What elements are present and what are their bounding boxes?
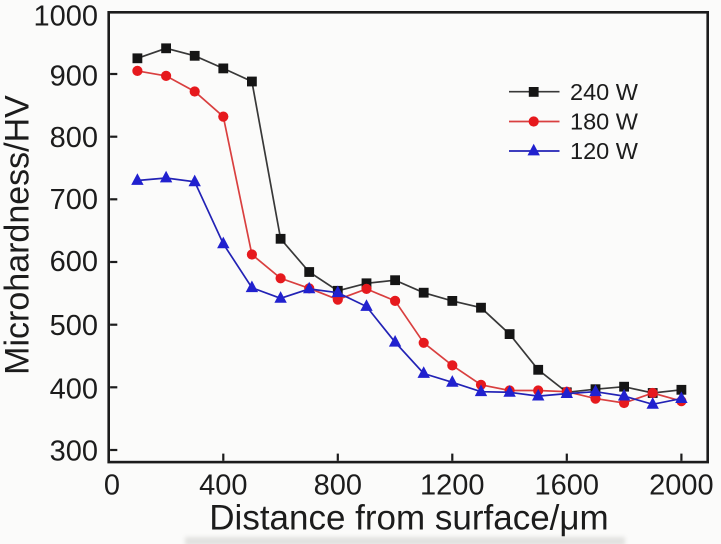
svg-text:800: 800 xyxy=(314,470,362,502)
svg-text:800: 800 xyxy=(50,122,98,154)
svg-text:300: 300 xyxy=(50,436,98,468)
svg-text:1600: 1600 xyxy=(535,470,600,502)
svg-text:400: 400 xyxy=(199,470,247,502)
svg-text:400: 400 xyxy=(50,374,98,406)
svg-text:700: 700 xyxy=(50,184,98,216)
svg-text:1000: 1000 xyxy=(33,1,98,33)
svg-text:120 W: 120 W xyxy=(570,138,639,164)
svg-text:0: 0 xyxy=(104,470,120,502)
svg-text:Microhardness/HV: Microhardness/HV xyxy=(0,95,37,375)
svg-text:600: 600 xyxy=(50,246,98,278)
svg-text:500: 500 xyxy=(50,310,98,342)
svg-text:Distance from surface/μm: Distance from surface/μm xyxy=(209,499,608,538)
svg-text:240 W: 240 W xyxy=(570,79,639,105)
svg-text:900: 900 xyxy=(50,61,98,93)
svg-text:2000: 2000 xyxy=(649,470,714,502)
svg-text:180 W: 180 W xyxy=(570,109,639,135)
svg-text:1200: 1200 xyxy=(420,470,485,502)
